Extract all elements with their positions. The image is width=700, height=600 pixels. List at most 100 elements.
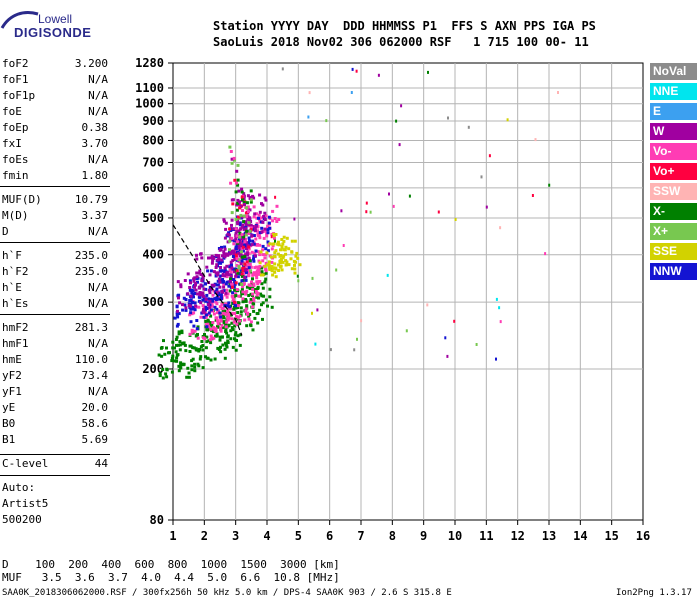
echo-point: [283, 248, 287, 252]
echo-point: [192, 307, 195, 311]
echo-point: [225, 271, 229, 275]
echo-point: [263, 280, 267, 284]
echo-point: [236, 304, 240, 308]
echo-point: [266, 249, 270, 253]
echo-point: [247, 317, 251, 321]
echo-point: [290, 239, 294, 243]
x-tick-label: 1: [169, 529, 176, 543]
x-tick-label: 9: [420, 529, 427, 543]
echo-point: [263, 264, 267, 268]
echo-point: [216, 283, 220, 287]
echo-point: [243, 203, 246, 206]
echo-point: [234, 253, 238, 257]
echo-point: [210, 336, 214, 340]
legend: NoVal NNE E W Vo- Vo+ SSW X- X+ SSE NNW: [650, 63, 697, 283]
echo-point: [242, 237, 246, 241]
echo-point: [236, 183, 240, 187]
noise-point: [534, 138, 537, 142]
echo-point: [255, 273, 258, 277]
echo-point: [287, 263, 291, 267]
echo-point: [197, 364, 201, 368]
echo-point: [187, 303, 191, 307]
echo-point: [223, 347, 227, 351]
echo-point: [204, 308, 207, 312]
echo-point: [183, 279, 187, 282]
noise-point: [480, 175, 483, 179]
echo-point: [245, 206, 248, 210]
x-tick-label: 4: [263, 529, 270, 543]
echo-point: [269, 255, 273, 259]
echo-point: [248, 286, 252, 290]
echo-point: [260, 303, 263, 307]
echo-point: [248, 263, 252, 266]
echo-point: [236, 240, 239, 244]
echo-point: [230, 228, 234, 231]
param-hf: h`F 235.0: [2, 249, 108, 263]
echo-point: [175, 324, 179, 328]
echo-point: [223, 270, 226, 274]
echo-point: [194, 288, 198, 292]
echo-point: [289, 257, 293, 261]
echo-point: [210, 298, 214, 302]
echo-point: [237, 301, 241, 305]
legend-vo: Vo-: [650, 143, 697, 160]
echo-point: [271, 242, 275, 246]
echo-point: [201, 276, 205, 280]
echo-point: [195, 319, 199, 322]
param-mufd: MUF(D) 10.79: [2, 193, 108, 207]
echo-point: [260, 266, 264, 270]
echo-point: [264, 277, 268, 281]
echo-point: [236, 219, 240, 223]
param-value: 235.0: [74, 249, 108, 262]
echo-point: [253, 254, 257, 258]
echo-point: [247, 221, 251, 225]
echo-point: [252, 299, 256, 303]
noise-point: [308, 91, 311, 95]
echo-point: [194, 304, 198, 308]
echo-point: [211, 293, 215, 297]
echo-point: [236, 178, 240, 182]
param-name: D: [2, 225, 9, 238]
param-hes: h`Es N/A: [2, 297, 108, 311]
autoscale-text: Auto:: [2, 481, 36, 494]
echo-point: [248, 216, 252, 220]
echo-point: [242, 192, 246, 196]
echo-point: [195, 348, 199, 352]
echo-point: [186, 292, 190, 296]
echo-point: [189, 294, 193, 298]
echo-point: [215, 302, 219, 306]
echo-point: [271, 219, 275, 223]
echo-point: [190, 368, 194, 372]
echo-point: [234, 331, 238, 335]
echo-point: [161, 368, 165, 371]
y-tick-label: 500: [142, 211, 164, 225]
echo-point: [201, 366, 205, 370]
echo-point: [255, 216, 259, 220]
echo-point: [254, 224, 258, 228]
echo-point: [230, 326, 234, 330]
echo-point: [278, 261, 282, 265]
echo-point: [235, 230, 239, 233]
echo-point: [231, 285, 234, 289]
echo-point: [251, 194, 255, 198]
echo-point: [257, 259, 261, 263]
echo-point: [251, 239, 255, 243]
echo-point: [244, 237, 247, 241]
echo-point: [294, 254, 298, 258]
echo-point: [167, 351, 170, 355]
echo-point: [290, 267, 294, 271]
echo-point: [243, 262, 247, 266]
echo-point: [251, 225, 255, 228]
y-tick-label: 80: [150, 513, 164, 527]
echo-point: [175, 305, 179, 309]
echo-point: [206, 318, 210, 322]
echo-point: [247, 232, 251, 235]
echo-point: [212, 270, 216, 274]
legend-vo: Vo+: [650, 163, 697, 180]
echo-point: [194, 282, 198, 285]
echo-point: [249, 265, 253, 269]
echo-point: [281, 242, 285, 246]
echo-point: [249, 292, 253, 296]
echo-point: [251, 277, 254, 281]
echo-point: [249, 298, 253, 301]
